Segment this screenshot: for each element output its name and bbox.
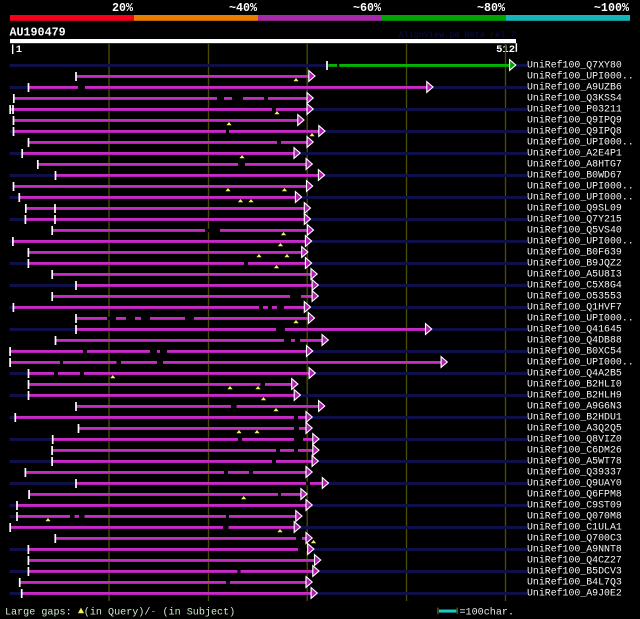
svg-text:UniRef100_Q6FPM8: UniRef100_Q6FPM8 <box>527 489 622 500</box>
svg-text:UniRef100_A5WT78: UniRef100_A5WT78 <box>527 456 622 467</box>
svg-text:UniRef100_B5DCV3: UniRef100_B5DCV3 <box>527 566 622 577</box>
svg-text:UniRef100_UPI000..: UniRef100_UPI000.. <box>527 192 634 203</box>
svg-text:~80%: ~80% <box>477 1 506 15</box>
svg-text:UniRef100_Q700C3: UniRef100_Q700C3 <box>527 533 622 544</box>
svg-text:UniRef100_A3Q2Q5: UniRef100_A3Q2Q5 <box>527 423 622 434</box>
svg-text:UniRef100_UPI000..: UniRef100_UPI000.. <box>527 137 634 148</box>
svg-text:UniRef100_B9JQZ2: UniRef100_B9JQZ2 <box>527 258 622 269</box>
svg-text:UniRef100_UPI000..: UniRef100_UPI000.. <box>527 236 634 247</box>
svg-text:UniRef100_C9ST09: UniRef100_C9ST09 <box>527 500 622 511</box>
svg-text:|1: |1 <box>10 44 23 56</box>
svg-text:UniRef100_Q3KSS4: UniRef100_Q3KSS4 <box>527 93 622 104</box>
svg-text:UniRef100_B0WD67: UniRef100_B0WD67 <box>527 170 622 181</box>
svg-text:AU190479: AU190479 <box>10 26 66 40</box>
svg-text:UniRef100_A9G6N3: UniRef100_A9G6N3 <box>527 401 622 412</box>
svg-text:-: - <box>150 608 156 619</box>
svg-text:(in Query)/: (in Query)/ <box>84 607 151 619</box>
svg-text:UniRef100_B0XC54: UniRef100_B0XC54 <box>527 346 622 357</box>
svg-text:UniRef100_Q7XY80: UniRef100_Q7XY80 <box>527 60 622 71</box>
svg-text:UniRef100_Q4DB88: UniRef100_Q4DB88 <box>527 335 622 346</box>
svg-text:=100char.: =100char. <box>460 607 515 619</box>
svg-text:UniRef100_A8HTG7: UniRef100_A8HTG7 <box>527 159 622 170</box>
svg-text:20%: 20% <box>112 1 134 15</box>
svg-text:UniRef100_A9NNT8: UniRef100_A9NNT8 <box>527 544 622 555</box>
svg-text:UniRef100_Q1HVF7: UniRef100_Q1HVF7 <box>527 302 622 313</box>
svg-text:~100%: ~100% <box>594 1 630 15</box>
svg-text:~40%: ~40% <box>229 1 258 15</box>
svg-text:AlignView.pm Beta rel.7: AlignView.pm Beta rel.7 <box>399 30 516 40</box>
svg-text:UniRef100_A5U8I3: UniRef100_A5U8I3 <box>527 269 622 280</box>
svg-text:UniRef100_Q7Y215: UniRef100_Q7Y215 <box>527 214 622 225</box>
svg-text:(in Subject): (in Subject) <box>163 607 236 619</box>
svg-text:UniRef100_B4L7Q3: UniRef100_B4L7Q3 <box>527 577 622 588</box>
svg-text:UniRef100_Q4CZ27: UniRef100_Q4CZ27 <box>527 555 622 566</box>
svg-text:UniRef100_Q9UAY0: UniRef100_Q9UAY0 <box>527 478 622 489</box>
svg-text:UniRef100_Q9IPQ8: UniRef100_Q9IPQ8 <box>527 126 622 137</box>
svg-text:~60%: ~60% <box>353 1 382 15</box>
svg-text:UniRef100_C5X8G4: UniRef100_C5X8G4 <box>527 280 622 291</box>
svg-text:UniRef100_UPI000..: UniRef100_UPI000.. <box>527 357 634 368</box>
svg-text:UniRef100_Q41645: UniRef100_Q41645 <box>527 324 622 335</box>
svg-text:UniRef100_Q4A2B5: UniRef100_Q4A2B5 <box>527 368 622 379</box>
svg-text:UniRef100_UPI000..: UniRef100_UPI000.. <box>527 181 634 192</box>
svg-text:UniRef100_Q8VIZ0: UniRef100_Q8VIZ0 <box>527 434 622 445</box>
svg-text:UniRef100_UPI000..: UniRef100_UPI000.. <box>527 71 634 82</box>
svg-text:UniRef100_Q39337: UniRef100_Q39337 <box>527 467 622 478</box>
svg-text:UniRef100_B0F639: UniRef100_B0F639 <box>527 247 622 258</box>
svg-text:UniRef100_Q9SL09: UniRef100_Q9SL09 <box>527 203 622 214</box>
svg-text:UniRef100_UPI000..: UniRef100_UPI000.. <box>527 313 634 324</box>
svg-text:UniRef100_B2HLH9: UniRef100_B2HLH9 <box>527 390 622 401</box>
svg-text:UniRef100_Q5VS40: UniRef100_Q5VS40 <box>527 225 622 236</box>
svg-text:UniRef100_O53553: UniRef100_O53553 <box>527 291 622 302</box>
svg-text:Large gaps:: Large gaps: <box>5 608 72 619</box>
svg-text:UniRef100_P03211: UniRef100_P03211 <box>527 104 622 115</box>
svg-text:UniRef100_C1ULA1: UniRef100_C1ULA1 <box>527 522 622 533</box>
svg-text:UniRef100_B2HLI0: UniRef100_B2HLI0 <box>527 379 622 390</box>
svg-text:UniRef100_A9UZB6: UniRef100_A9UZB6 <box>527 82 622 93</box>
svg-text:UniRef100_B2HDU1: UniRef100_B2HDU1 <box>527 412 622 423</box>
svg-text:UniRef100_C6DM26: UniRef100_C6DM26 <box>527 445 622 456</box>
svg-text:UniRef100_A2E4P1: UniRef100_A2E4P1 <box>527 148 622 159</box>
svg-text:UniRef100_Q9IPQ9: UniRef100_Q9IPQ9 <box>527 115 622 126</box>
svg-text:UniRef100_Q070M8: UniRef100_Q070M8 <box>527 511 622 522</box>
svg-text:UniRef100_A9J0E2: UniRef100_A9J0E2 <box>527 588 622 599</box>
